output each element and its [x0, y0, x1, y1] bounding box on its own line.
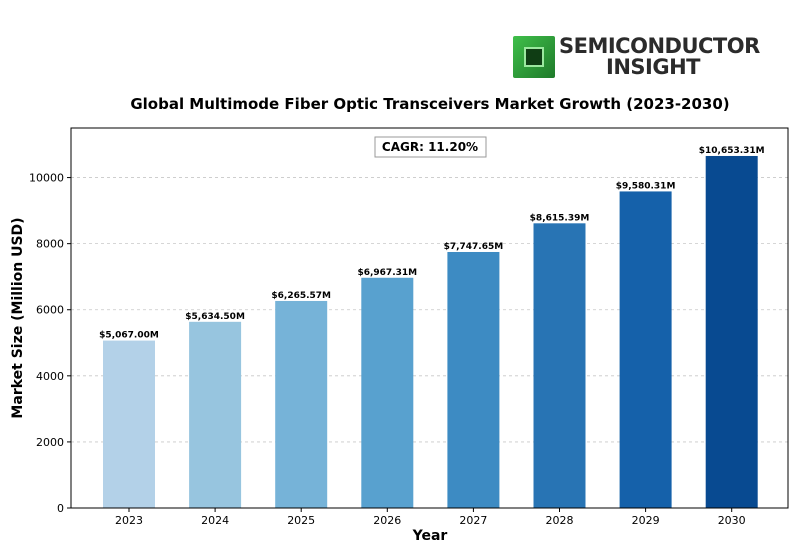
- x-tick-label-2023: 2023: [115, 514, 143, 527]
- bar-2028: [533, 223, 586, 508]
- x-tick-label-2028: 2028: [546, 514, 574, 527]
- x-tick-label-2027: 2027: [459, 514, 487, 527]
- bar-2026: [361, 277, 414, 508]
- grid-lines: [71, 177, 788, 443]
- y-axis-label: Market Size (Million USD): [10, 217, 26, 418]
- bar-2027: [447, 251, 500, 508]
- data-label-2025: $6,265.57M: [271, 291, 331, 301]
- y-tick-label: 0: [57, 502, 64, 515]
- data-label-2026: $6,967.31M: [357, 268, 417, 278]
- bar-2029: [619, 191, 672, 508]
- data-label-2027: $7,747.65M: [444, 242, 504, 252]
- logo-text-line2: INSIGHT: [606, 55, 700, 79]
- data-label-2023: $5,067.00M: [99, 331, 159, 341]
- y-tick-label: 6000: [36, 304, 64, 317]
- y-tick-label: 2000: [36, 436, 64, 449]
- cagr-annotation: CAGR: 11.20%: [374, 136, 487, 158]
- x-tick-label-2025: 2025: [287, 514, 315, 527]
- x-axis-ticks: 2023 2024 2025 2026 2027 2028 2029 2030: [115, 508, 746, 527]
- x-tick-label-2024: 2024: [201, 514, 229, 527]
- bar-2030: [705, 155, 758, 508]
- plot-frame: [70, 127, 789, 509]
- bar-2025: [275, 300, 328, 508]
- data-label-2028: $8,615.39M: [530, 213, 590, 223]
- chip-icon: [513, 36, 555, 78]
- bar-2024: [189, 321, 242, 508]
- x-tick-label-2030: 2030: [718, 514, 746, 527]
- data-labels: $5,067.00M $5,634.50M $6,265.57M $6,967.31M…: [99, 146, 765, 341]
- data-label-2029: $9,580.31M: [616, 181, 676, 191]
- y-tick-label: 8000: [36, 238, 64, 251]
- semiconductor-insight-logo: SEMICONDUCTOR INSIGHT: [513, 34, 763, 80]
- data-label-2024: $5,634.50M: [185, 312, 245, 322]
- x-tick-label-2026: 2026: [373, 514, 401, 527]
- bars: [103, 155, 758, 508]
- y-tick-label: 10000: [29, 172, 64, 185]
- data-label-2030: $10,653.31M: [699, 146, 765, 156]
- y-axis-ticks: 0 2000 4000 6000 8000 10000: [29, 172, 71, 515]
- bar-2023: [103, 340, 155, 508]
- cagr-box: [374, 136, 487, 158]
- chart-title: Global Multimode Fiber Optic Transceiver…: [130, 95, 729, 113]
- y-tick-label: 4000: [36, 370, 64, 383]
- x-tick-label-2029: 2029: [632, 514, 660, 527]
- logo-text-line1: SEMICONDUCTOR: [559, 34, 760, 58]
- cagr-text: CAGR: 11.20%: [382, 140, 478, 154]
- x-axis-label: Year: [412, 528, 448, 544]
